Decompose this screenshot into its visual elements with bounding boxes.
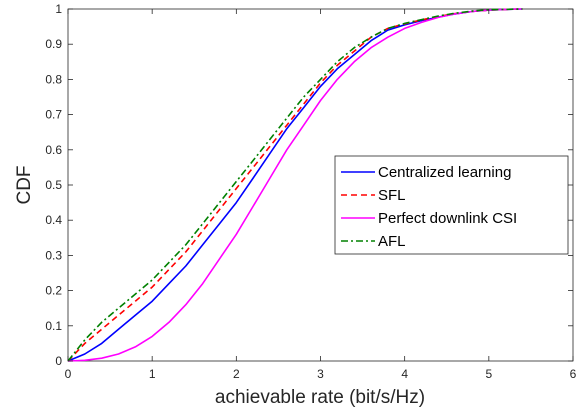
y-tick-label: 0.8 — [45, 72, 62, 86]
y-tick-label: 0.7 — [45, 108, 62, 122]
x-tick-label: 6 — [570, 367, 577, 381]
y-tick-label: 0.5 — [45, 178, 62, 192]
x-axis-label: achievable rate (bit/s/Hz) — [215, 387, 425, 408]
x-tick-label: 2 — [233, 367, 240, 381]
y-tick-label: 0 — [55, 354, 62, 368]
x-tick-label: 5 — [485, 367, 492, 381]
y-tick-label: 0.9 — [45, 37, 62, 51]
y-tick-label: 0.1 — [45, 319, 62, 333]
series-layer — [67, 8, 523, 362]
legend: Centralized learning SFL Perfect downlink … — [334, 155, 569, 255]
legend-label-3: Perfect downlink CSI — [378, 210, 517, 227]
tick-layer: 0 1 2 3 4 5 6 0 0.1 0.2 0.3 0.4 0.5 0.6 0.7 0.8 0.9 1 — [45, 2, 576, 381]
legend-label-4: AFL — [378, 233, 406, 250]
series-line-3 — [67, 8, 523, 362]
legend-label-2: SFL — [378, 187, 406, 204]
y-tick-label: 0.2 — [45, 284, 62, 298]
y-tick-label: 0.4 — [45, 213, 62, 227]
y-tick-label: 0.3 — [45, 248, 62, 262]
y-tick-label: 0.6 — [45, 143, 62, 157]
y-axis-label: CDF — [14, 165, 35, 204]
x-tick-label: 0 — [65, 367, 72, 381]
legend-label-1: Centralized learning — [378, 164, 511, 181]
x-tick-label: 1 — [149, 367, 156, 381]
y-tick-label: 1 — [55, 2, 62, 16]
x-tick-label: 3 — [317, 367, 324, 381]
series-line-4 — [67, 8, 523, 362]
x-tick-label: 4 — [401, 367, 408, 381]
